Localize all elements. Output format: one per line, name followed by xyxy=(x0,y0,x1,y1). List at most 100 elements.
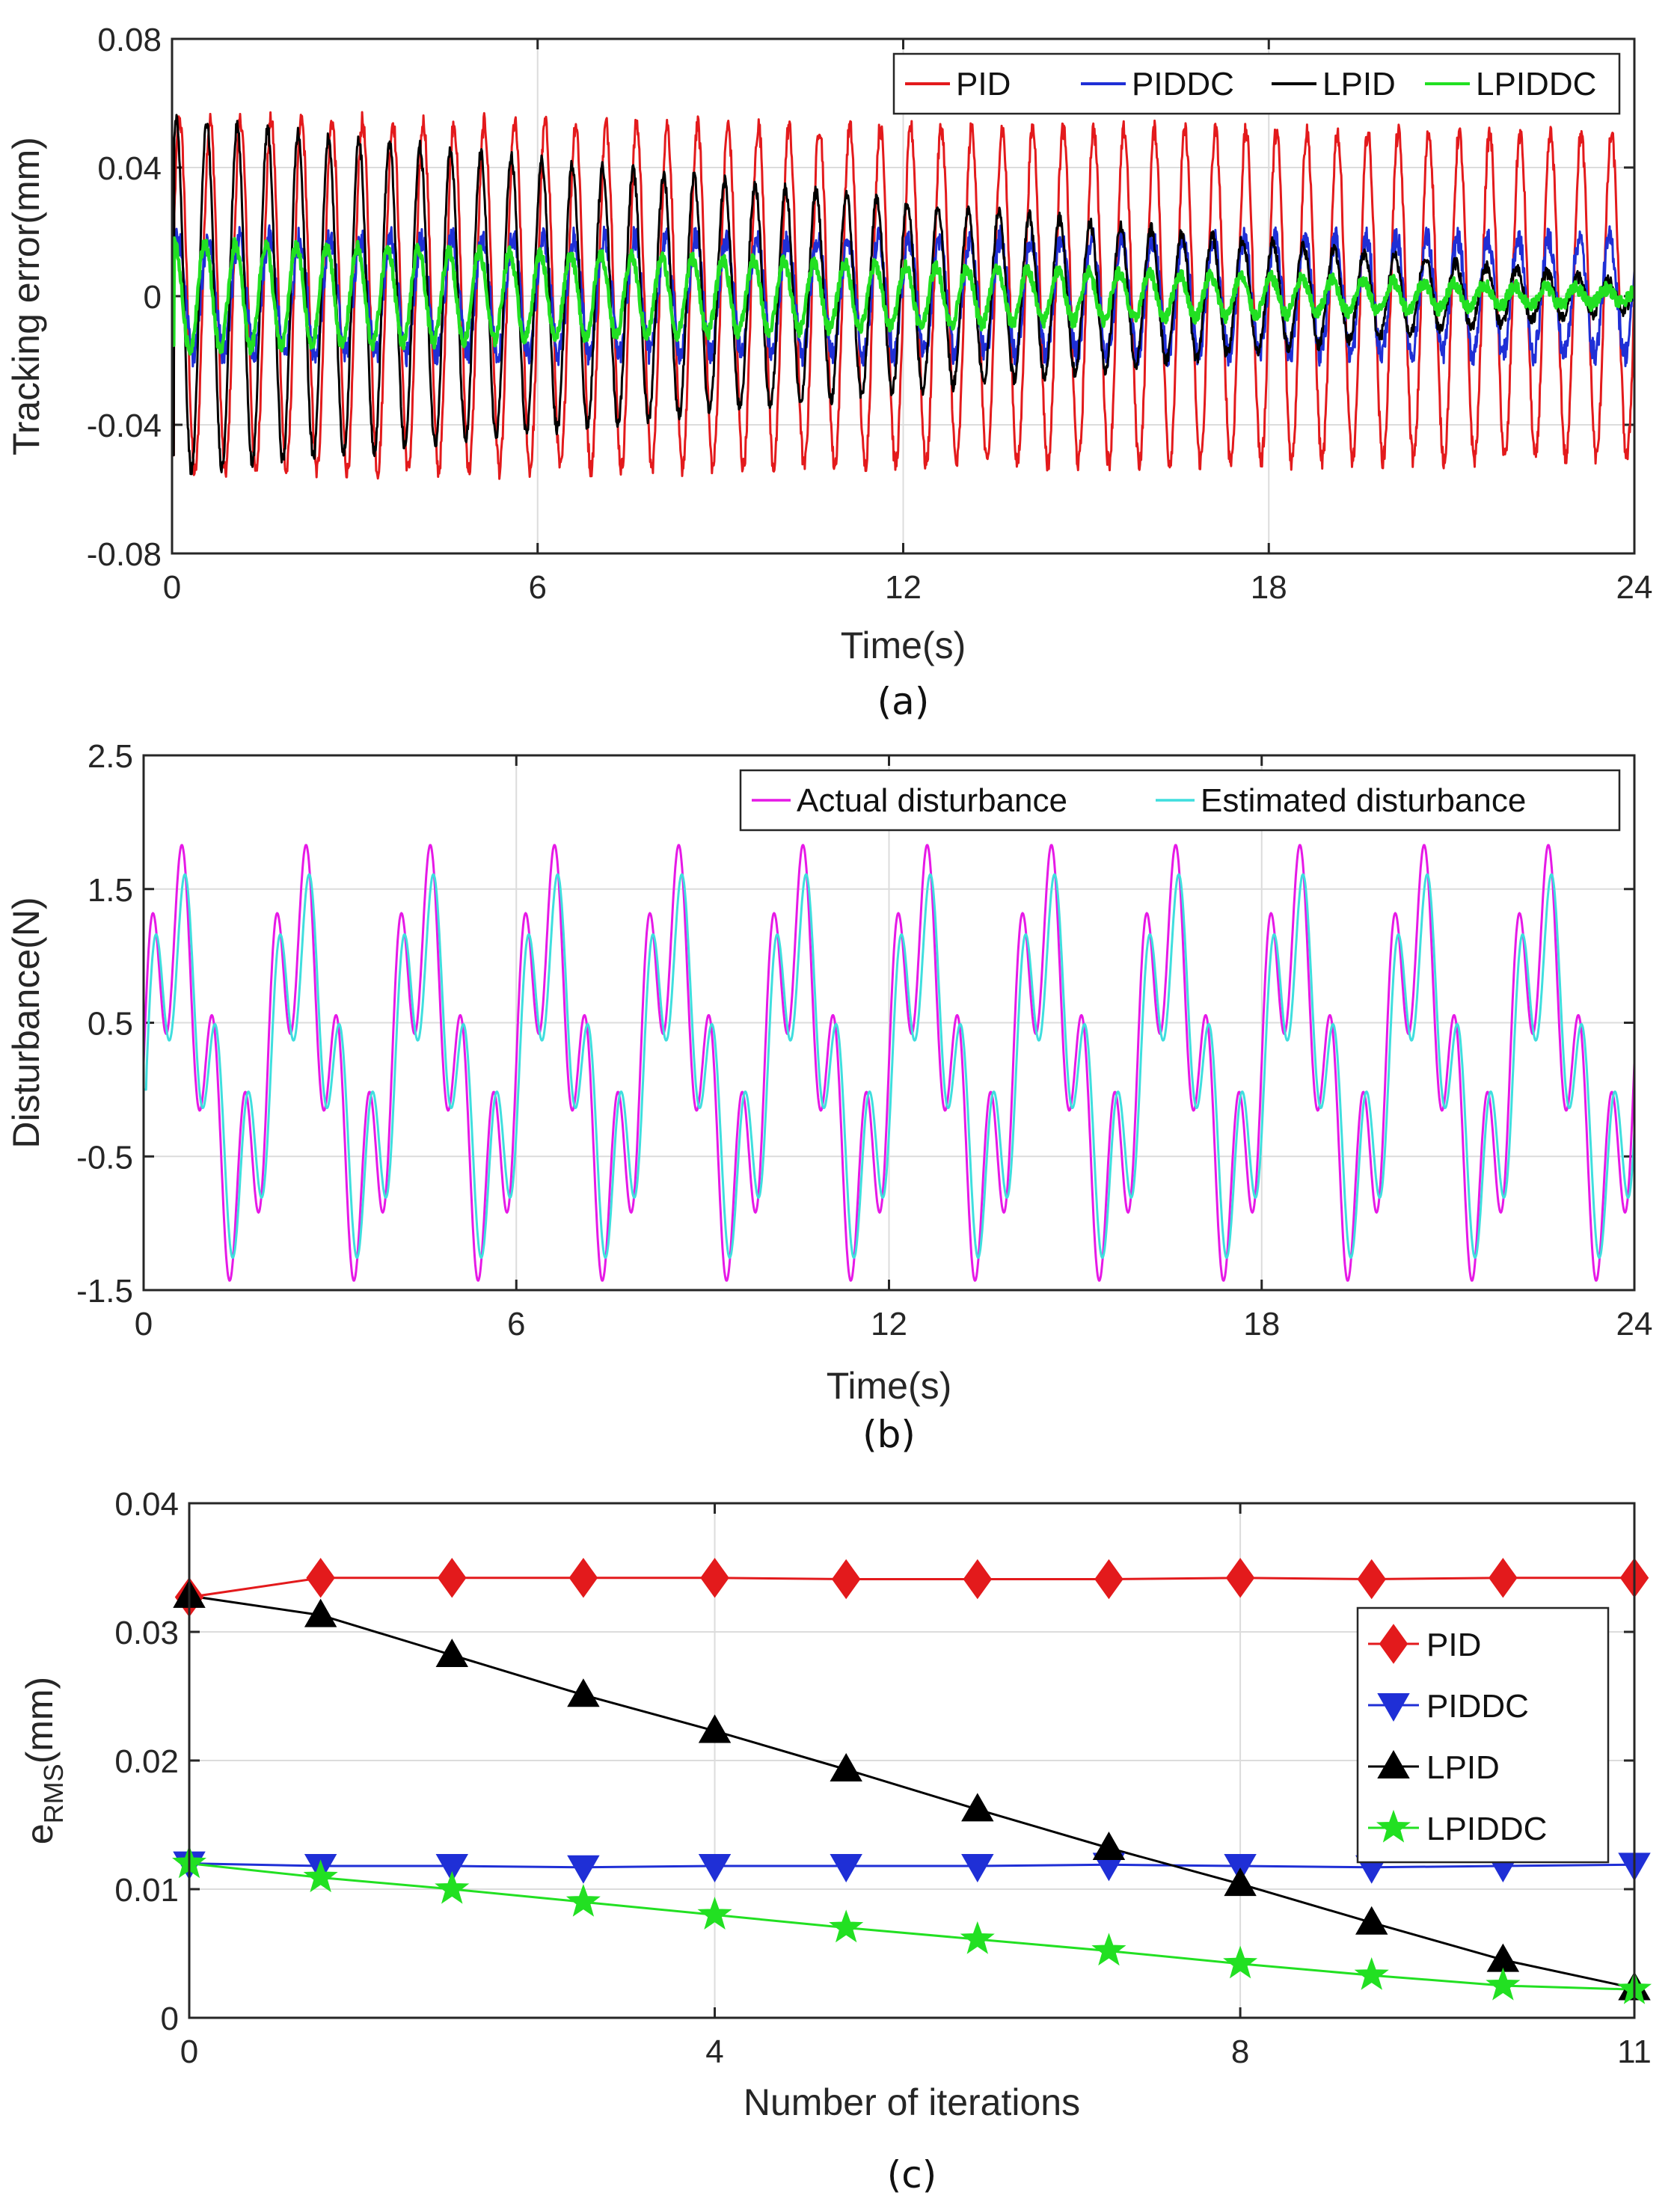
data-point-lpiddc xyxy=(1354,1956,1389,1990)
x-tick-label: 12 xyxy=(885,569,922,606)
y-axis-label-main: e xyxy=(19,1823,61,1844)
data-point-lpid xyxy=(830,1753,862,1782)
legend-box xyxy=(892,52,1621,115)
axes-box xyxy=(171,37,1636,555)
data-point-piddc xyxy=(435,1854,468,1883)
legend-marker xyxy=(1377,1749,1410,1778)
legend-label: PIDDC xyxy=(1426,1688,1529,1725)
x-tick-label: 24 xyxy=(1616,569,1653,606)
series-line-estimated xyxy=(144,873,1634,1259)
legend-marker xyxy=(1377,1693,1410,1722)
series-line-lpid xyxy=(172,114,1634,476)
y-tick-label: -0.08 xyxy=(87,536,162,573)
data-point-lpiddc xyxy=(1486,1967,1521,2001)
y-tick-label: 0.03 xyxy=(114,1615,179,1651)
data-point-lpid xyxy=(1224,1867,1257,1897)
x-axis-label: Time(s) xyxy=(827,1365,952,1407)
data-point-lpid xyxy=(1355,1906,1388,1935)
y-tick-label: -0.5 xyxy=(76,1139,133,1176)
data-point-lpid xyxy=(567,1678,600,1707)
legend: PID PIDDC LPID LPIDDC xyxy=(1356,1606,1610,1864)
y-tick-label: -0.04 xyxy=(87,408,162,444)
y-axis-label: Disturbance(N) xyxy=(5,897,47,1148)
series-lines xyxy=(172,111,1634,480)
x-tick-label: 6 xyxy=(507,1306,525,1342)
data-point-lpid xyxy=(304,1598,337,1627)
data-point-pid xyxy=(700,1558,729,1598)
legend-label: Estimated disturbance xyxy=(1201,782,1526,819)
data-point-pid xyxy=(1094,1559,1123,1600)
y-tick-label: 0.5 xyxy=(88,1006,133,1043)
data-point-lpiddc xyxy=(829,1909,864,1943)
y-tick-label: 0.04 xyxy=(114,1486,179,1523)
data-point-lpiddc xyxy=(1223,1945,1258,1979)
axes-box xyxy=(142,754,1636,1292)
x-tick-label: 18 xyxy=(1243,1306,1280,1342)
data-point-lpiddc xyxy=(960,1921,995,1954)
y-tick-label: 1.5 xyxy=(88,872,133,909)
legend-marker xyxy=(1376,1809,1411,1843)
legend: PID PIDDC LPID LPIDDC xyxy=(892,52,1621,115)
series-line-pid xyxy=(188,1577,1634,1599)
y-tick-label: 0.01 xyxy=(114,1872,179,1909)
series-line-lpiddc xyxy=(172,236,1634,356)
series-lines xyxy=(144,844,1634,1282)
data-point-lpiddc xyxy=(303,1859,338,1893)
y-tick-label: 0.08 xyxy=(97,22,162,58)
data-point-piddc xyxy=(961,1854,994,1883)
legend-label: LPID xyxy=(1322,66,1396,102)
data-point-pid xyxy=(568,1558,598,1598)
y-tick-label: 0 xyxy=(161,2001,179,2037)
chart-rms-error: 0 4 8 11 0 0.01 0.02 0.03 0.04 Number of iteratio… xyxy=(19,1486,1652,2197)
x-tick-label: 0 xyxy=(180,2033,198,2070)
legend-label: LPID xyxy=(1426,1749,1500,1786)
chart-disturbance: 0 6 12 18 24 -1.5 -0.5 0.5 1.5 2.5 Time(s) Disturba… xyxy=(5,738,1652,1456)
series-markers xyxy=(172,1558,1652,2004)
y-tick-label: -1.5 xyxy=(76,1273,133,1310)
y-axis-label: eRMS(mm) xyxy=(19,1677,69,1844)
y-axis-label: Tracking error(mm) xyxy=(5,137,47,455)
figure-caption: (c) xyxy=(887,2153,937,2197)
chart-tracking-error: 0 6 12 18 24 -0.08 -0.04 0 0.04 0.08 Time(s) Tracki… xyxy=(5,22,1652,723)
tick-labels: 0 6 12 18 24 -0.08 -0.04 0 0.04 0.08 xyxy=(87,22,1653,606)
x-tick-label: 12 xyxy=(871,1306,907,1342)
data-point-lpid xyxy=(961,1793,994,1822)
x-tick-label: 6 xyxy=(529,569,547,606)
figure-caption: (b) xyxy=(862,1413,916,1456)
data-point-lpiddc xyxy=(697,1897,732,1930)
x-axis-label: Number of iterations xyxy=(744,2081,1080,2123)
data-point-piddc xyxy=(567,1855,600,1884)
legend-marker xyxy=(1379,1624,1408,1664)
y-axis-label-unit: (mm) xyxy=(19,1677,61,1764)
legend-label: LPIDDC xyxy=(1426,1811,1547,1847)
x-tick-label: 11 xyxy=(1617,2033,1652,2070)
data-point-pid xyxy=(831,1559,861,1600)
data-point-piddc xyxy=(830,1854,862,1883)
y-tick-label: 0.02 xyxy=(114,1743,179,1780)
data-point-pid xyxy=(1225,1558,1255,1598)
x-tick-label: 0 xyxy=(163,569,181,606)
legend-label: PID xyxy=(956,66,1011,102)
data-point-piddc xyxy=(698,1854,732,1883)
y-tick-label: 0 xyxy=(144,279,162,316)
data-point-lpid xyxy=(1092,1831,1126,1860)
y-tick-label: 2.5 xyxy=(88,738,133,775)
data-point-pid xyxy=(1357,1559,1386,1600)
axes-box xyxy=(188,1502,1636,2019)
series-line-lpid xyxy=(188,1594,1635,1989)
data-point-pid xyxy=(963,1559,993,1600)
x-tick-label: 24 xyxy=(1616,1306,1653,1342)
x-tick-label: 8 xyxy=(1231,2033,1249,2070)
x-tick-label: 18 xyxy=(1251,569,1287,606)
x-tick-label: 4 xyxy=(705,2033,723,2070)
legend-label: Actual disturbance xyxy=(797,782,1067,819)
data-point-lpiddc xyxy=(435,1870,470,1904)
x-tick-label: 0 xyxy=(135,1306,153,1342)
series-line-lpiddc xyxy=(188,1862,1635,1991)
data-point-lpid xyxy=(698,1714,732,1743)
data-point-lpid xyxy=(435,1638,468,1667)
data-point-lpiddc xyxy=(1091,1933,1126,1966)
data-point-pid xyxy=(438,1558,467,1598)
series-line-piddc xyxy=(188,1862,1635,1869)
